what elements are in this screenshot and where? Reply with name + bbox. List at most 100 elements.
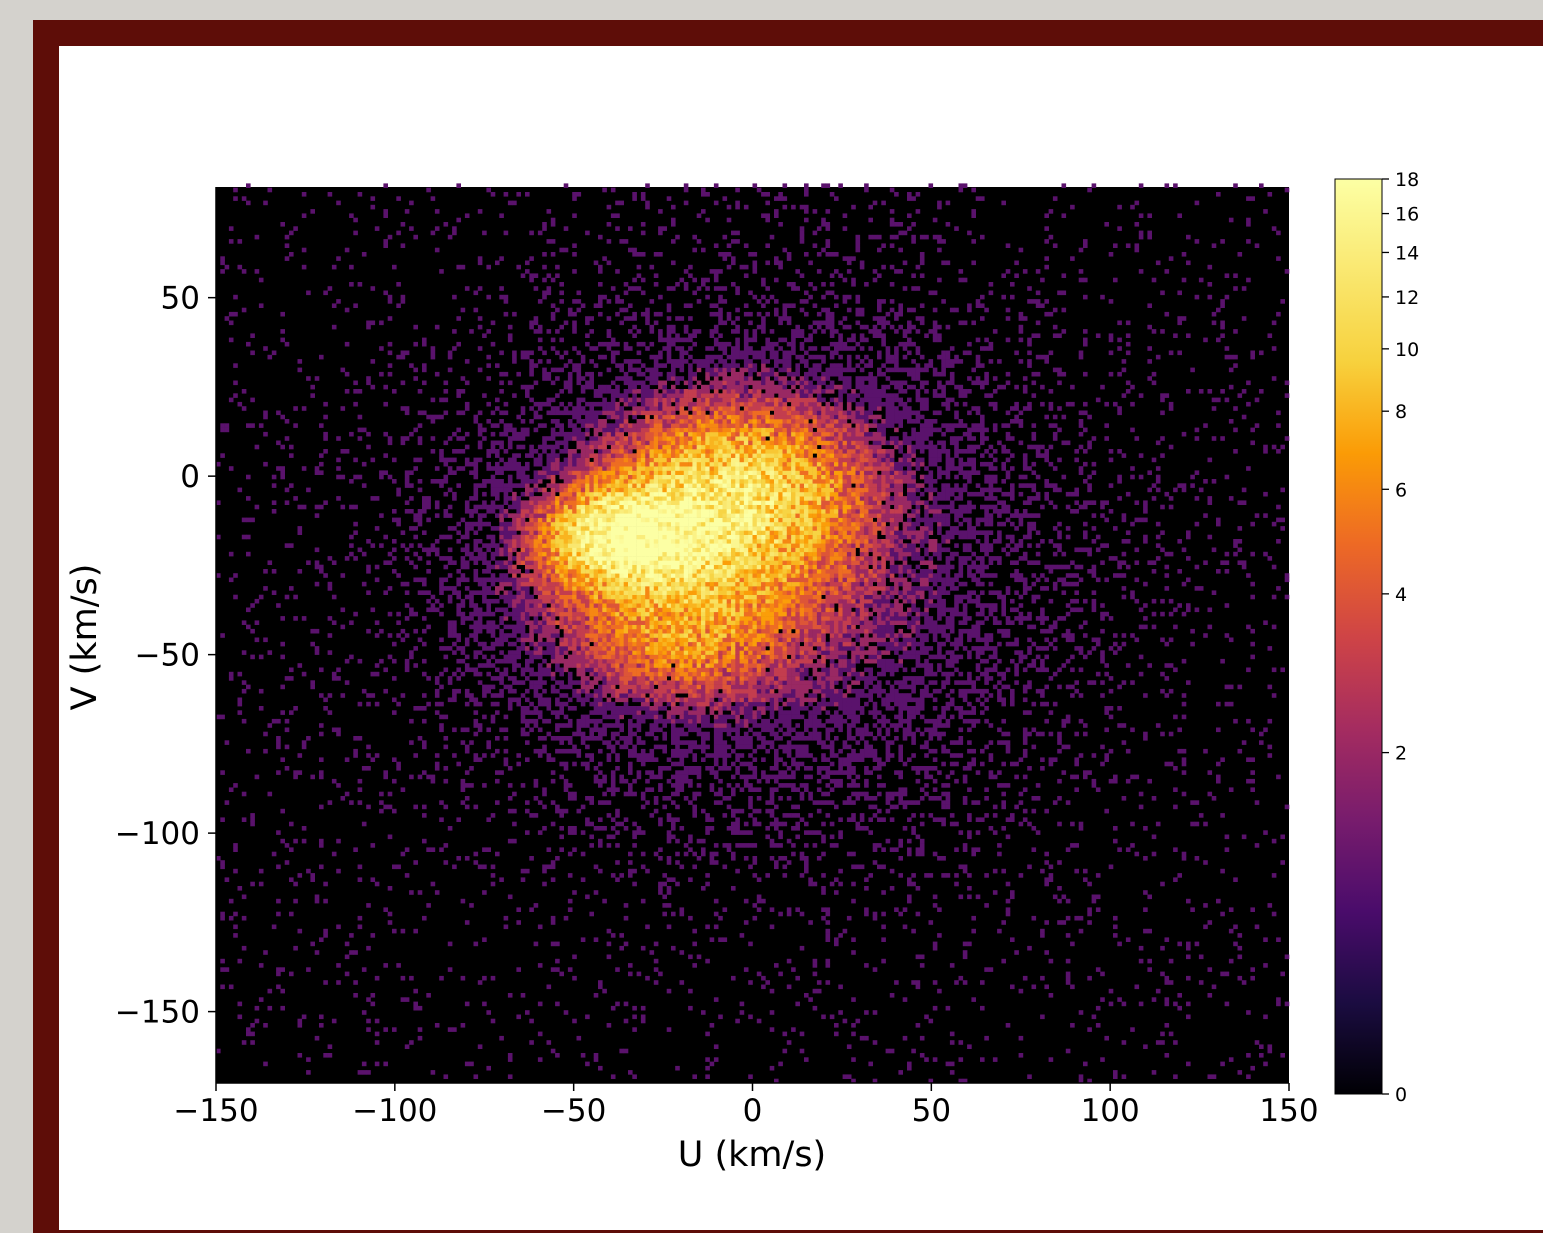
density-cell-47 (233, 933, 238, 938)
density-cell-873 (439, 646, 444, 651)
density-cell-351 (323, 573, 328, 578)
density-cell-243 (289, 230, 294, 236)
density-cell-751 (417, 556, 423, 561)
density-cell-2030 (537, 324, 543, 330)
density-cell-3660 (619, 539, 624, 544)
density-cell-321 (319, 1023, 324, 1028)
density-cell-879 (439, 581, 444, 587)
density-cell-338 (319, 470, 324, 475)
density-cell-1549 (507, 534, 513, 540)
density-cell-3093 (593, 474, 599, 480)
density-cell-4011 (636, 826, 642, 831)
density-cell-2440 (563, 684, 569, 690)
density-cell-3025 (593, 1057, 599, 1062)
density-cell-4945 (675, 736, 680, 741)
density-cell-3855 (628, 556, 633, 561)
density-cell-4838 (671, 706, 676, 711)
density-cell-2107 (542, 222, 547, 227)
density-cell-158 (267, 1005, 273, 1011)
density-cell-2766 (580, 877, 586, 882)
density-cell-4257 (645, 551, 650, 557)
density-cell-4435 (653, 637, 659, 643)
density-cell-3147 (598, 646, 603, 651)
density-cell-1056 (464, 783, 470, 788)
density-cell-4313 (649, 753, 655, 758)
density-cell-3659 (619, 543, 624, 548)
density-cell-1100 (469, 697, 474, 703)
density-cell-175 (271, 350, 277, 356)
density-cell-1703 (520, 628, 526, 634)
density-cell-390 (336, 731, 341, 737)
density-cell-2653 (572, 466, 577, 471)
density-cell-3283 (602, 470, 607, 475)
density-cell-3677 (619, 466, 624, 471)
density-cell-795 (426, 993, 431, 998)
density-cell-318 (314, 470, 320, 475)
density-cell-766 (422, 838, 427, 844)
density-cell-3357 (606, 551, 612, 557)
density-cell-4315 (649, 731, 655, 737)
density-cell-4320 (649, 706, 655, 711)
density-cell-3463 (610, 534, 616, 540)
density-cell-2892 (585, 577, 590, 583)
density-cell-3310 (606, 928, 612, 934)
density-cell-348 (323, 881, 328, 887)
density-cell-580 (383, 243, 388, 248)
density-cell-4432 (653, 650, 659, 655)
density-cell-4832 (671, 731, 676, 737)
density-cell-876 (439, 603, 444, 608)
density-cell-1701 (520, 637, 526, 643)
density-cell-928 (447, 646, 453, 651)
density-cell-3250 (602, 611, 607, 617)
density-cell-2291 (555, 650, 560, 655)
density-cell-405 (340, 607, 346, 613)
density-cell-31 (224, 264, 230, 270)
density-cell-3560 (615, 547, 620, 553)
density-cell-4456 (653, 547, 659, 553)
density-cell-418 (344, 658, 350, 664)
density-cell-40 (228, 466, 234, 471)
density-cell-2425 (559, 247, 564, 253)
density-cell-3713 (623, 740, 629, 745)
density-cell-2195 (550, 688, 556, 694)
density-cell-2739 (576, 466, 582, 471)
density-cell-367 (327, 586, 333, 591)
density-cell-780 (422, 590, 427, 595)
density-cell-2744 (576, 440, 582, 446)
density-cell-3670 (619, 496, 624, 501)
density-cell-3338 (606, 633, 612, 638)
density-cell-4662 (662, 547, 667, 553)
density-cell-4042 (636, 620, 642, 625)
density-cell-4509 (658, 881, 663, 887)
density-cell-3345 (606, 603, 612, 608)
density-cell-436 (349, 431, 354, 437)
density-cell-4720 (666, 796, 672, 801)
density-cell-1766 (525, 658, 530, 664)
density-cell-364 (327, 650, 333, 655)
density-cell-2416 (559, 401, 564, 407)
density-cells (216, 183, 1290, 1084)
density-cell-2784 (580, 667, 586, 673)
density-cell-2595 (572, 830, 577, 835)
density-cell-4790 (666, 427, 672, 433)
density-cell-618 (392, 641, 397, 647)
density-cell-1971 (537, 684, 543, 690)
density-cell-4703 (662, 346, 667, 351)
density-cell-3549 (615, 594, 620, 600)
density-cell-4764 (666, 539, 672, 544)
density-cell-2580 (567, 410, 573, 416)
density-cell-1417 (499, 616, 504, 621)
density-cell-1785 (525, 560, 530, 565)
density-cell-505 (366, 590, 371, 595)
density-cell-2068 (542, 569, 547, 574)
density-cell-309 (314, 650, 320, 655)
density-cell-1684 (516, 192, 521, 197)
density-cell-944 (447, 487, 453, 493)
density-cell-472 (357, 474, 363, 480)
density-cell-3003 (589, 470, 594, 475)
density-cell-2455 (563, 603, 569, 608)
density-cell-4912 (671, 376, 676, 381)
density-cell-852 (434, 513, 440, 518)
density-cell-2385 (559, 569, 564, 574)
density-cell-2571 (567, 466, 573, 471)
